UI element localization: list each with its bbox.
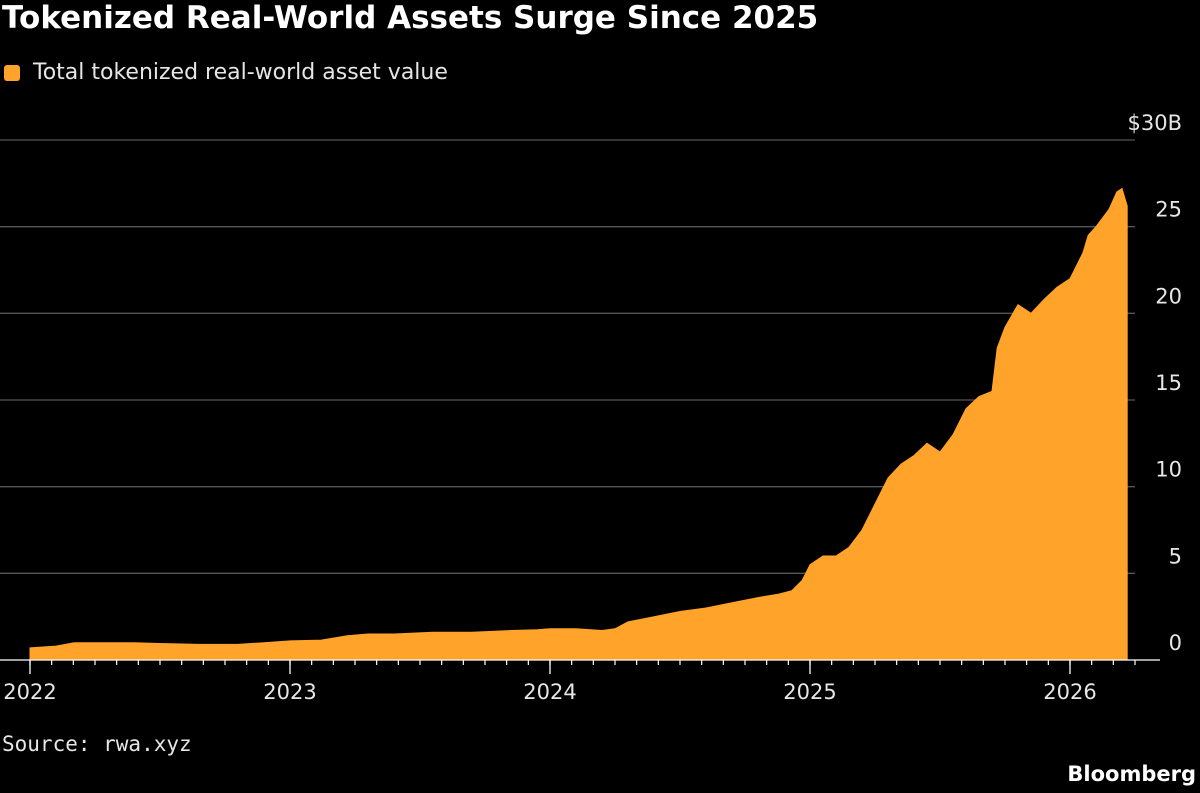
y-tick-label-25: 25 bbox=[1155, 198, 1182, 222]
y-tick-label-0: 0 bbox=[1169, 631, 1182, 655]
legend-label: Total tokenized real-world asset value bbox=[33, 60, 448, 85]
y-tick-label-15: 15 bbox=[1155, 371, 1182, 395]
y-tick-label-5: 5 bbox=[1169, 544, 1182, 568]
y-tick-label-20: 20 bbox=[1155, 284, 1182, 308]
area-series-total-rwa-value bbox=[29, 187, 1128, 661]
x-tick-label-2026: 2026 bbox=[1043, 680, 1096, 704]
y-tick-label-30: $30B bbox=[1128, 111, 1183, 135]
source-note: Source: rwa.xyz bbox=[2, 732, 192, 756]
chart-title: Tokenized Real-World Assets Surge Since … bbox=[2, 0, 819, 36]
x-tick-label-2023: 2023 bbox=[263, 680, 316, 704]
x-tick-label-2022: 2022 bbox=[3, 680, 56, 704]
bloomberg-logo: Bloomberg bbox=[1067, 762, 1196, 786]
x-tick-label-2024: 2024 bbox=[523, 680, 576, 704]
x-tick-label-2025: 2025 bbox=[783, 680, 836, 704]
y-tick-label-10: 10 bbox=[1155, 458, 1182, 482]
legend-swatch bbox=[4, 64, 20, 81]
legend: Total tokenized real-world asset value bbox=[4, 60, 448, 85]
